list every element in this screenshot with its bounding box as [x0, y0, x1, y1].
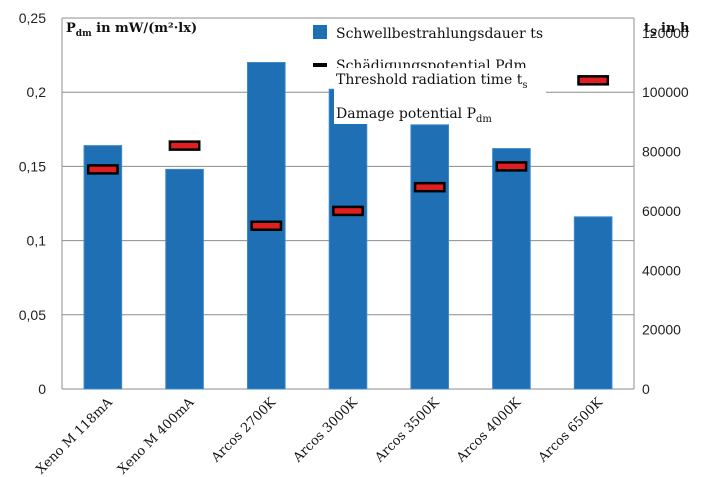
category-label: Xeno M 400mA [115, 395, 198, 477]
left-tick-label: 0,25 [19, 10, 46, 26]
bar-arcos-3000k [329, 89, 367, 389]
marker-arcos-2700k [252, 222, 281, 230]
category-label: Arcos 4000K [453, 395, 524, 466]
category-label: Arcos 3000K [290, 395, 361, 466]
category-label: Arcos 3500K [372, 395, 443, 466]
right-tick-label: 0 [642, 381, 650, 397]
left-axis-ticks: 0 0,05 0,1 0,15 0,2 0,25 [19, 10, 46, 397]
right-tick-label: 100000 [642, 84, 689, 100]
right-tick-label: 80000 [642, 144, 681, 160]
marker-arcos-4000k [497, 162, 526, 170]
bar-arcos-4000k [493, 149, 531, 389]
left-tick-label: 0,2 [27, 84, 47, 100]
right-tick-label: 60000 [642, 203, 681, 219]
category-label: Arcos 6500K [535, 395, 606, 466]
legend: Schwellbestrahlungsdauer ts Schädigungsp… [313, 25, 543, 74]
legend-label-bar: Schwellbestrahlungsdauer ts [336, 26, 543, 42]
left-axis-title: Pdm in mW/(m²·lx) [66, 21, 197, 39]
category-label: Xeno M 118mA [33, 395, 116, 477]
category-label: Arcos 2700K [208, 395, 279, 466]
left-tick-label: 0,1 [27, 233, 47, 249]
right-tick-label: 20000 [642, 322, 681, 338]
bar-xeno-m-400ma [166, 169, 204, 389]
marker-xeno-m-118ma [88, 165, 117, 173]
marker-xeno-m-400ma [170, 142, 199, 150]
left-tick-label: 0 [38, 381, 46, 397]
category-labels: Xeno M 118mA Xeno M 400mA Arcos 2700K Arcos… [33, 395, 606, 477]
marker-arcos-6500k [578, 76, 607, 84]
marker-arcos-3000k [333, 207, 362, 215]
bar-xeno-m-118ma [84, 146, 122, 389]
overlay-labels: Threshold radiation time ts Damage poten… [334, 68, 546, 125]
legend-swatch-marker [313, 63, 327, 67]
right-tick-label: 40000 [642, 262, 681, 278]
left-tick-label: 0,05 [19, 307, 46, 323]
marker-arcos-3500k [415, 183, 444, 191]
bar-arcos-6500k [574, 217, 612, 389]
legend-swatch-bar [313, 25, 327, 39]
left-tick-label: 0,15 [19, 158, 46, 174]
bar-arcos-3500k [411, 125, 449, 389]
